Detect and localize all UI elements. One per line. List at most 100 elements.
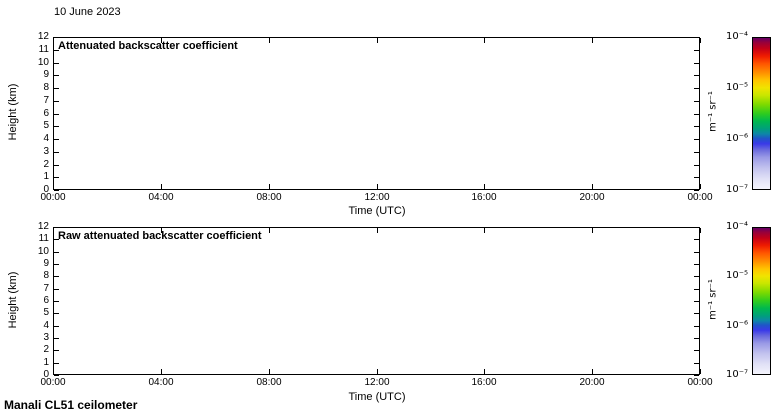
y-tick-label: 2	[43, 159, 49, 170]
x-tick	[269, 38, 270, 43]
colorbar-tick-label: 10⁻⁷	[725, 184, 748, 195]
y-tick	[694, 101, 699, 102]
y-tick-label: 7	[43, 95, 49, 106]
y-tick-label: 1	[43, 171, 49, 182]
y-tick-label: 12	[37, 221, 49, 232]
x-tick-label: 12:00	[364, 377, 390, 388]
x-tick-label: 00:00	[687, 377, 713, 388]
x-tick	[53, 369, 54, 374]
x-tick-label: 04:00	[148, 377, 174, 388]
colorbar-tick-label: 10⁻⁵	[725, 82, 748, 93]
y-tick	[694, 37, 699, 38]
y-tick-label: 9	[43, 258, 49, 269]
y-tick-label: 6	[43, 108, 49, 119]
y-tick	[694, 239, 699, 240]
top-colorbar	[752, 37, 771, 190]
y-tick	[694, 264, 699, 265]
y-tick	[694, 126, 699, 127]
y-tick-label: 5	[43, 307, 49, 318]
x-tick	[269, 184, 270, 189]
y-tick-label: 1	[43, 357, 49, 368]
y-tick	[54, 375, 59, 376]
y-tick	[694, 63, 699, 64]
x-tick	[700, 369, 701, 374]
y-tick	[694, 75, 699, 76]
x-tick	[484, 38, 485, 43]
x-tick-label: 16:00	[471, 377, 497, 388]
y-tick	[54, 350, 59, 351]
x-tick	[484, 369, 485, 374]
y-tick	[694, 276, 699, 277]
y-tick	[54, 301, 59, 302]
y-tick	[54, 37, 59, 38]
x-tick-label: 20:00	[579, 192, 605, 203]
y-tick	[54, 126, 59, 127]
y-tick	[54, 63, 59, 64]
x-tick-label: 00:00	[40, 192, 66, 203]
x-tick-label: 16:00	[471, 192, 497, 203]
colorbar-tick-label: 10⁻⁶	[725, 133, 748, 144]
top-x-axis-label: Time (UTC)	[348, 205, 406, 217]
y-tick	[54, 165, 59, 166]
x-tick	[377, 369, 378, 374]
y-tick-label: 7	[43, 283, 49, 294]
y-tick	[694, 190, 699, 191]
y-tick	[694, 227, 699, 228]
y-tick	[694, 50, 699, 51]
x-tick-label: 00:00	[40, 377, 66, 388]
x-tick	[700, 228, 701, 233]
y-tick	[54, 252, 59, 253]
colorbar-tick-label: 10⁻⁵	[725, 270, 748, 282]
y-tick	[54, 101, 59, 102]
y-tick-label: 9	[43, 69, 49, 80]
x-tick-label: 08:00	[256, 192, 282, 203]
y-tick-label: 5	[43, 120, 49, 131]
y-tick	[694, 289, 699, 290]
bottom-colorbar	[752, 227, 771, 375]
y-tick	[694, 375, 699, 376]
y-tick	[54, 239, 59, 240]
y-tick	[694, 139, 699, 140]
x-tick-label: 08:00	[256, 377, 282, 388]
y-tick	[54, 177, 59, 178]
x-tick	[592, 369, 593, 374]
y-tick	[54, 227, 59, 228]
y-tick	[694, 88, 699, 89]
colorbar-tick-label: 10⁻⁴	[725, 31, 748, 42]
y-tick-label: 10	[37, 57, 49, 68]
y-tick-label: 2	[43, 344, 49, 355]
y-tick-label: 3	[43, 146, 49, 157]
y-tick	[54, 313, 59, 314]
y-tick	[54, 264, 59, 265]
y-tick	[54, 75, 59, 76]
date-title: 10 June 2023	[54, 6, 121, 18]
x-tick	[53, 38, 54, 43]
y-tick	[694, 152, 699, 153]
y-tick	[694, 252, 699, 253]
bottom-panel-title: Raw attenuated backscatter coefficient	[58, 230, 262, 242]
y-tick-label: 11	[38, 233, 49, 244]
y-tick-label: 10	[37, 246, 49, 257]
y-tick	[694, 313, 699, 314]
y-tick	[54, 363, 59, 364]
y-tick	[54, 276, 59, 277]
x-tick	[161, 228, 162, 233]
x-tick	[484, 184, 485, 189]
y-tick	[54, 190, 59, 191]
bottom-x-axis-label: Time (UTC)	[348, 391, 406, 403]
attenuated-backscatter-heatmap	[53, 37, 700, 190]
y-tick-label: 6	[43, 295, 49, 306]
colorbar-tick-label: 10⁻⁴	[725, 221, 748, 232]
y-tick	[54, 88, 59, 89]
x-tick-label: 00:00	[687, 192, 713, 203]
x-tick	[53, 184, 54, 189]
x-tick	[377, 38, 378, 43]
y-tick-label: 12	[37, 31, 49, 42]
x-tick	[700, 38, 701, 43]
y-tick-label: 4	[43, 320, 49, 331]
y-tick	[54, 338, 59, 339]
y-tick-label: 8	[43, 82, 49, 93]
instrument-label: Manali CL51 ceilometer	[4, 398, 138, 412]
raw-backscatter-heatmap	[53, 227, 700, 375]
x-tick	[377, 228, 378, 233]
